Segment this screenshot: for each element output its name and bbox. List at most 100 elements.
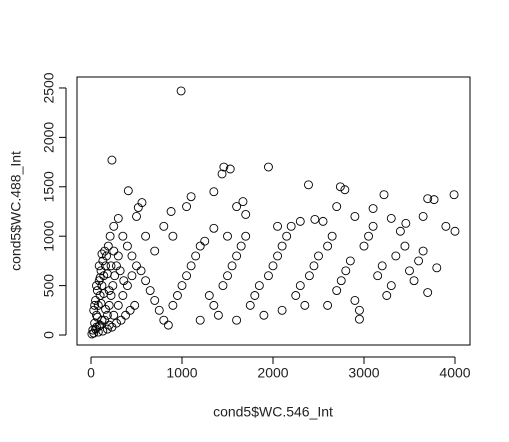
point bbox=[277, 241, 287, 251]
point bbox=[336, 276, 346, 286]
point bbox=[209, 300, 219, 310]
point bbox=[304, 180, 313, 190]
y-tick-label: 0 bbox=[41, 331, 57, 339]
point bbox=[150, 295, 160, 305]
point bbox=[94, 261, 104, 271]
point bbox=[423, 288, 433, 297]
point bbox=[127, 271, 137, 281]
point bbox=[102, 310, 112, 320]
x-tick-label: 3000 bbox=[348, 365, 379, 381]
point bbox=[200, 236, 210, 246]
point bbox=[99, 289, 109, 298]
y-axis-title: cond5$WC.488_Int bbox=[8, 151, 24, 271]
point bbox=[318, 216, 328, 226]
point bbox=[368, 204, 378, 213]
point bbox=[332, 202, 342, 212]
y-tick-label: 1000 bbox=[41, 220, 57, 251]
point bbox=[241, 231, 251, 241]
point bbox=[409, 276, 419, 286]
point bbox=[254, 281, 264, 291]
point bbox=[218, 281, 228, 291]
point bbox=[354, 305, 364, 315]
point bbox=[227, 261, 237, 271]
point bbox=[332, 286, 342, 296]
point bbox=[423, 194, 433, 204]
point bbox=[95, 273, 105, 283]
point bbox=[110, 271, 120, 281]
point bbox=[345, 256, 355, 266]
point bbox=[263, 162, 273, 172]
point bbox=[259, 310, 269, 320]
point bbox=[245, 300, 255, 310]
point bbox=[450, 226, 460, 236]
point bbox=[286, 221, 296, 231]
point bbox=[441, 221, 451, 231]
point bbox=[136, 266, 146, 276]
y-tick-label: 2500 bbox=[41, 72, 57, 103]
point bbox=[113, 300, 123, 310]
point bbox=[109, 221, 119, 231]
point bbox=[106, 291, 116, 300]
point bbox=[209, 223, 219, 233]
point bbox=[163, 320, 173, 330]
point bbox=[327, 231, 337, 241]
point bbox=[137, 198, 147, 208]
point bbox=[386, 213, 396, 223]
point bbox=[94, 321, 104, 331]
point bbox=[186, 261, 196, 271]
point bbox=[232, 251, 242, 261]
point bbox=[418, 211, 428, 221]
point bbox=[359, 241, 369, 251]
point bbox=[323, 241, 333, 251]
x-tick-label: 0 bbox=[87, 365, 95, 381]
point bbox=[432, 263, 442, 273]
x-tick-label: 4000 bbox=[439, 365, 470, 381]
point bbox=[350, 211, 360, 221]
point bbox=[93, 327, 103, 337]
point bbox=[354, 314, 364, 324]
x-tick-label: 2000 bbox=[257, 365, 288, 381]
point bbox=[173, 291, 182, 300]
point bbox=[195, 241, 205, 251]
point bbox=[182, 271, 192, 281]
x-tick-label: 1000 bbox=[166, 365, 197, 381]
point bbox=[304, 271, 314, 281]
point bbox=[401, 218, 411, 228]
point bbox=[141, 231, 151, 241]
point bbox=[103, 241, 113, 251]
point bbox=[232, 315, 242, 325]
point bbox=[295, 216, 305, 226]
point bbox=[418, 246, 428, 256]
point bbox=[373, 271, 383, 281]
point bbox=[310, 214, 320, 224]
point bbox=[91, 295, 101, 305]
point bbox=[223, 271, 232, 281]
point bbox=[176, 86, 186, 96]
point bbox=[105, 231, 115, 241]
point bbox=[102, 269, 112, 279]
point bbox=[177, 281, 187, 291]
point bbox=[213, 310, 223, 320]
point bbox=[104, 286, 114, 296]
point bbox=[109, 246, 119, 256]
point bbox=[168, 300, 178, 310]
point bbox=[132, 261, 141, 271]
point bbox=[106, 261, 116, 271]
point bbox=[414, 256, 424, 266]
point bbox=[113, 251, 123, 261]
point bbox=[209, 187, 219, 197]
point bbox=[97, 249, 107, 259]
point bbox=[127, 251, 137, 261]
point bbox=[395, 226, 405, 236]
point bbox=[350, 295, 360, 305]
point bbox=[364, 231, 373, 241]
point bbox=[429, 195, 439, 205]
point bbox=[121, 310, 131, 320]
point bbox=[405, 266, 414, 276]
point bbox=[368, 221, 378, 231]
point bbox=[232, 202, 242, 212]
plot-box bbox=[76, 76, 471, 346]
point bbox=[145, 286, 155, 296]
point bbox=[341, 266, 351, 276]
